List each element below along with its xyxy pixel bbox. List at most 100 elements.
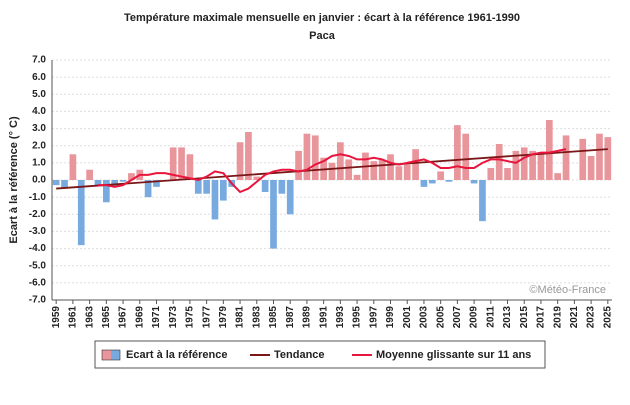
bar (61, 180, 68, 189)
bar (278, 180, 286, 194)
bar (403, 164, 411, 180)
bar (579, 138, 587, 180)
x-tick-label: 2025 (602, 306, 613, 329)
bar (353, 174, 361, 180)
x-tick-label: 1979 (218, 306, 229, 329)
y-tick-label: 7.0 (32, 55, 46, 66)
bar (211, 180, 219, 220)
bar (512, 150, 520, 180)
x-tick-label: 1965 (101, 306, 112, 329)
bar (345, 159, 353, 180)
x-tick-label: 1991 (318, 306, 329, 329)
legend-label: Ecart à la référence (126, 349, 228, 361)
bar (420, 180, 428, 187)
bar (470, 180, 478, 184)
bar (412, 149, 419, 180)
x-tick-label: 2015 (519, 306, 530, 329)
y-tick-label: 5.0 (32, 89, 46, 100)
x-tick-label: 2013 (502, 306, 513, 329)
x-tick-label: 1987 (285, 306, 296, 329)
y-tick-label: 0.0 (32, 175, 46, 186)
legend-box (94, 340, 546, 369)
legend-swatch (111, 350, 120, 360)
y-tick-label: -6.0 (29, 277, 47, 288)
x-tick-label: 2005 (435, 306, 446, 329)
bar (462, 133, 470, 180)
y-tick-label: -2.0 (29, 209, 47, 220)
chart-subtitle: Paca (309, 30, 336, 42)
y-tick-label: 3.0 (32, 123, 46, 134)
bar (395, 166, 403, 180)
legend-label: Tendance (274, 349, 325, 361)
x-tick-label: 1967 (118, 306, 129, 329)
bar (537, 154, 545, 180)
bar (479, 180, 486, 222)
x-tick-label: 1971 (151, 306, 162, 329)
bar (520, 147, 528, 180)
bar (119, 180, 127, 182)
bar (545, 120, 553, 180)
x-tick-label: 2023 (586, 306, 597, 329)
x-tick-label: 1961 (68, 306, 79, 329)
line (56, 148, 608, 190)
bar (153, 180, 160, 187)
bar (245, 132, 252, 180)
x-tick-label: 2021 (569, 306, 580, 329)
bar (370, 161, 378, 180)
y-tick-label: 1.0 (32, 157, 46, 168)
y-tick-label: -4.0 (29, 243, 47, 254)
bar (487, 168, 495, 180)
bar (77, 180, 85, 246)
y-tick-label: -7.0 (29, 295, 47, 306)
x-tick-label: 1989 (302, 306, 313, 329)
x-tick-label: 1985 (268, 306, 279, 329)
bar (144, 180, 152, 198)
chart-title: Température maximale mensuelle en janvie… (124, 12, 520, 24)
bar (562, 135, 570, 180)
bar (52, 180, 60, 186)
bar (328, 162, 336, 180)
x-tick-label: 2007 (452, 306, 463, 329)
bar (203, 180, 210, 194)
x-tick-label: 1983 (251, 306, 262, 329)
bar (69, 154, 77, 180)
legend-swatch-border (101, 349, 121, 361)
x-tick-label: 1981 (235, 306, 246, 329)
bar (253, 176, 261, 180)
x-tick-label: 2019 (552, 306, 563, 329)
bar (311, 135, 319, 180)
y-tick-label: -1.0 (29, 192, 47, 203)
bar (529, 150, 536, 180)
bar (94, 180, 102, 186)
bar (445, 180, 453, 182)
y-tick-label: 4.0 (32, 106, 46, 117)
bar (186, 154, 194, 180)
bar (86, 169, 93, 180)
bar (454, 125, 461, 180)
bar (428, 180, 436, 184)
bar (554, 173, 562, 180)
bar (220, 180, 227, 201)
bar (378, 159, 386, 180)
x-tick-label: 1959 (51, 306, 62, 329)
bar (596, 133, 603, 180)
bar (102, 180, 110, 203)
bar (236, 142, 244, 180)
x-tick-label: 1995 (352, 306, 363, 329)
bar (286, 180, 294, 215)
y-tick-label: -5.0 (29, 260, 47, 271)
legend-label: Moyenne glissante sur 11 ans (376, 349, 531, 361)
x-tick-label: 2017 (536, 306, 547, 329)
x-tick-label: 1999 (385, 306, 396, 329)
x-tick-label: 2003 (419, 306, 430, 329)
bar (178, 147, 185, 180)
bar (128, 173, 135, 180)
bar (111, 180, 119, 187)
x-tick-label: 1993 (335, 306, 346, 329)
annotation: ©Météo-France (529, 284, 606, 296)
bar (495, 144, 503, 180)
bar (337, 142, 344, 180)
x-tick-label: 2009 (469, 306, 480, 329)
bar (587, 156, 595, 180)
